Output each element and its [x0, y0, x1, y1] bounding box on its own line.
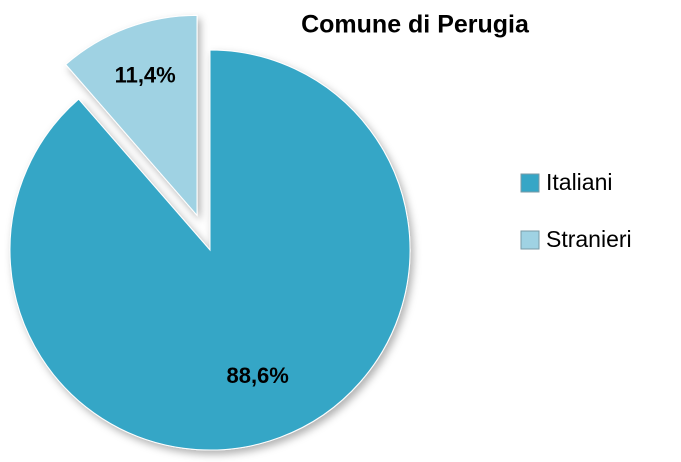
- legend-label: Italiani: [546, 169, 612, 195]
- legend-swatch: [520, 230, 540, 250]
- chart-title: Comune di Perugia: [301, 11, 530, 39]
- legend-label: Stranieri: [546, 226, 632, 252]
- data-label: 88,6%: [226, 363, 288, 388]
- pie-slice: [65, 14, 198, 217]
- data-label: 11,4%: [115, 63, 176, 88]
- legend-swatch: [520, 173, 540, 193]
- pie-slice: [9, 49, 411, 451]
